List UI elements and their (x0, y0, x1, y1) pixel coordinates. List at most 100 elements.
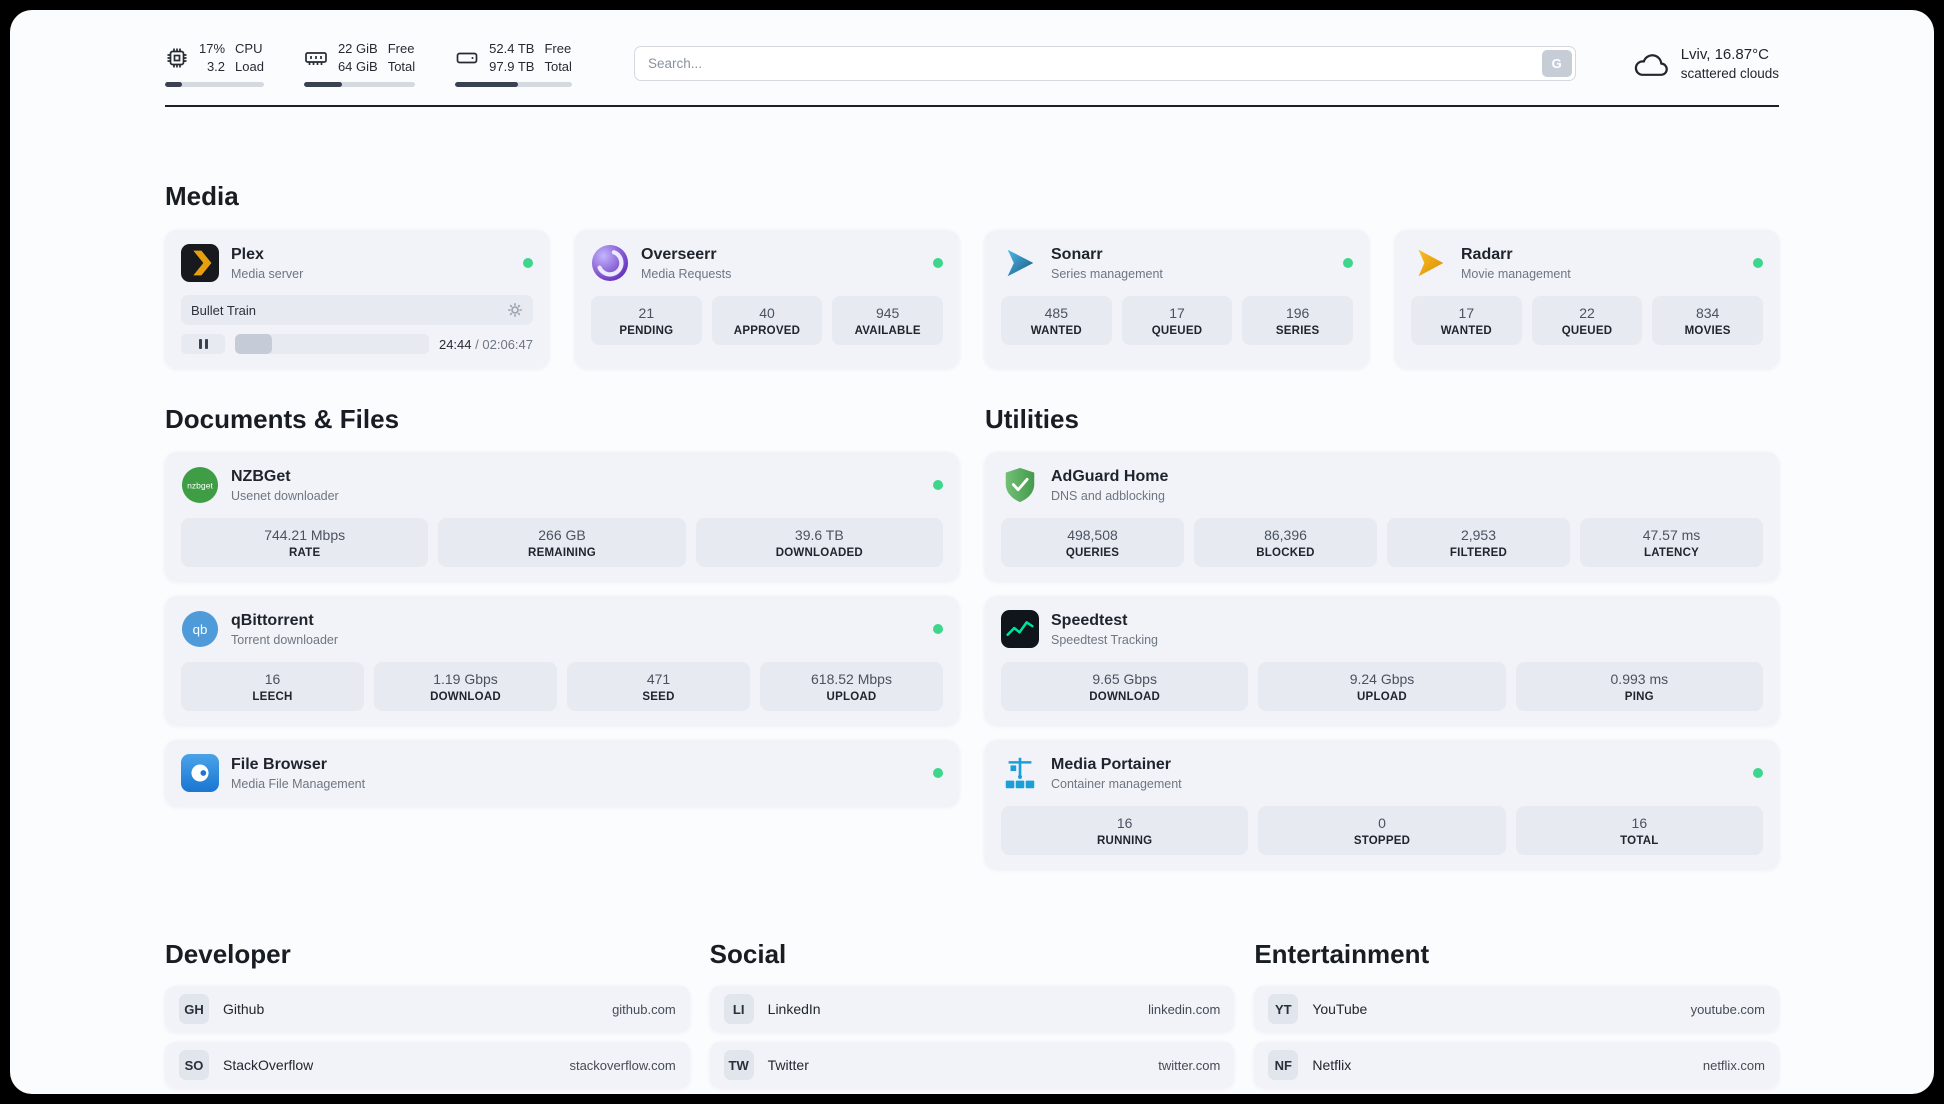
cpu-value-percent: 17% (199, 41, 226, 56)
ram-label-1: Free (387, 41, 415, 56)
utilities-column: Utilities (985, 404, 1779, 870)
stat-filtered: 2,953 FILTERED (1387, 518, 1570, 568)
radarr-icon (1411, 244, 1449, 282)
section-title-documents: Documents & Files (165, 404, 400, 435)
app-card-qbittorrent[interactable]: qb qBittorrent Torrent downloader (165, 596, 959, 726)
gear-icon[interactable] (507, 302, 523, 318)
app-card-plex[interactable]: Plex Media server Bullet Train (165, 230, 549, 369)
app-card-nzbget[interactable]: nzbget NZBGet Usenet downloader 74 (165, 452, 959, 582)
bookmark-youtube[interactable]: YT YouTube youtube.com (1254, 986, 1779, 1033)
nzbget-icon: nzbget (181, 466, 219, 504)
app-card-radarr[interactable]: Radarr Movie management 17 WANTED 22 QUE… (1395, 230, 1779, 369)
bookmark-linkedin[interactable]: LI LinkedIn linkedin.com (709, 986, 1235, 1033)
cloud-icon (1632, 48, 1670, 80)
stat-ping: 0.993 ms PING (1515, 662, 1763, 712)
playback-progress-bar[interactable] (235, 334, 429, 355)
stat-blocked: 86,396 BLOCKED (1194, 518, 1377, 568)
disk-monitor: 52.4 TB 97.9 TB Free Total (455, 40, 572, 88)
search-input[interactable] (633, 46, 1576, 82)
app-card-overseerr[interactable]: Overseerr Media Requests 21 PENDING 40 A… (575, 230, 959, 369)
stat-pending: 21 PENDING (591, 296, 702, 346)
stat-queued: 22 QUEUED (1531, 296, 1643, 346)
stat-remaining: 266 GB REMAINING (438, 518, 686, 568)
status-dot (523, 258, 533, 269)
ram-icon (304, 46, 328, 70)
stat-movies: 834 MOVIES (1652, 296, 1763, 346)
app-name: qBittorrent (231, 611, 314, 629)
cpu-icon (165, 46, 189, 70)
section-title-entertainment: Entertainment (1254, 939, 1430, 970)
bookmark-github[interactable]: GH Github github.com (165, 986, 690, 1033)
now-playing-title: Bullet Train (191, 302, 257, 318)
status-dot (1753, 258, 1763, 269)
search-engine-button[interactable]: G (1541, 50, 1572, 78)
app-card-filebrowser[interactable]: File Browser Media File Management (165, 740, 959, 807)
stat-queued: 17 QUEUED (1121, 296, 1233, 346)
sonarr-icon (1001, 244, 1039, 282)
ram-value-total: 64 GiB (337, 58, 378, 74)
stat-running: 16 RUNNING (1001, 806, 1249, 856)
app-name: Speedtest (1051, 611, 1128, 629)
app-card-sonarr[interactable]: Sonarr Series management 485 WANTED 17 Q… (985, 230, 1369, 369)
bookmark-url: stackoverflow.com (569, 1057, 676, 1073)
bookmark-stackoverflow[interactable]: SO StackOverflow stackoverflow.com (165, 1042, 690, 1089)
stat-series: 196 SERIES (1242, 296, 1353, 346)
stat-downloaded: 39.6 TB DOWNLOADED (695, 518, 943, 568)
bookmark-abbr: NF (1268, 1050, 1299, 1081)
app-desc: Series management (1051, 266, 1163, 281)
svg-text:nzbget: nzbget (187, 480, 213, 490)
app-card-speedtest[interactable]: Speedtest Speedtest Tracking 9.65 Gbps D… (985, 596, 1779, 726)
stat-wanted: 17 WANTED (1411, 296, 1522, 346)
cpu-value-load: 3.2 (206, 58, 226, 74)
documents-column: Documents & Files nzbget (165, 404, 959, 869)
disk-value-free: 52.4 TB (489, 41, 535, 56)
bookmark-url: netflix.com (1702, 1057, 1765, 1073)
bookmark-netflix[interactable]: NF Netflix netflix.com (1254, 1042, 1779, 1089)
stat-seed: 471 SEED (567, 662, 750, 712)
bookmark-twitter[interactable]: TW Twitter twitter.com (709, 1042, 1235, 1089)
media-grid: Plex Media server Bullet Train (165, 230, 1779, 369)
now-playing-row: Bullet Train (181, 295, 533, 326)
stat-wanted: 485 WANTED (1001, 296, 1112, 346)
bookmark-abbr: SO (179, 1050, 209, 1081)
app-desc: DNS and adblocking (1051, 488, 1165, 503)
bookmark-name: Twitter (767, 1057, 809, 1074)
app-card-adguard[interactable]: AdGuard Home DNS and adblocking 498,508 … (985, 452, 1779, 582)
weather-condition: scattered clouds (1680, 65, 1779, 81)
ram-value-free: 22 GiB (337, 41, 378, 56)
app-desc: Media server (231, 266, 304, 281)
bookmark-abbr: LI (723, 994, 754, 1025)
qbittorrent-icon: qb (181, 610, 219, 648)
section-title-social: Social (709, 939, 787, 970)
status-dot (933, 480, 943, 491)
weather-widget: Lviv, 16.87°C scattered clouds (1632, 44, 1779, 84)
portainer-icon (1001, 754, 1039, 792)
bookmark-name: Github (223, 1001, 265, 1018)
pause-button[interactable] (181, 334, 225, 355)
social-column: Social LI LinkedIn linkedin.com TW Twitt… (709, 939, 1235, 1094)
app-desc: Media Requests (641, 266, 732, 281)
developer-column: Developer GH Github github.com SO StackO… (165, 939, 690, 1094)
entertainment-column: Entertainment YT YouTube youtube.com NF … (1254, 939, 1779, 1094)
cpu-monitor: 17% 3.2 CPU Load (165, 40, 264, 88)
stat-queries: 498,508 QUERIES (1001, 518, 1184, 568)
status-dot (1343, 258, 1353, 269)
bookmark-abbr: GH (179, 994, 209, 1025)
app-name: Media Portainer (1051, 755, 1172, 773)
bookmark-name: Netflix (1312, 1057, 1352, 1074)
dashboard-panel: 17% 3.2 CPU Load (10, 10, 1934, 1094)
app-card-portainer[interactable]: Media Portainer Container management 16 … (985, 740, 1779, 870)
svg-text:qb: qb (193, 622, 208, 637)
disk-value-total: 97.9 TB (489, 58, 535, 74)
bookmark-url: github.com (612, 1001, 676, 1017)
section-title-utilities: Utilities (985, 404, 1079, 435)
stat-total: 16 TOTAL (1515, 806, 1763, 856)
bookmark-name: YouTube (1312, 1001, 1368, 1018)
stat-approved: 40 APPROVED (711, 296, 823, 346)
bookmark-name: LinkedIn (767, 1001, 821, 1018)
status-dot (933, 768, 943, 779)
bookmark-url: youtube.com (1690, 1001, 1765, 1017)
status-dot (933, 624, 943, 635)
bookmark-abbr: YT (1268, 994, 1299, 1025)
disk-label-2: Total (544, 58, 572, 74)
